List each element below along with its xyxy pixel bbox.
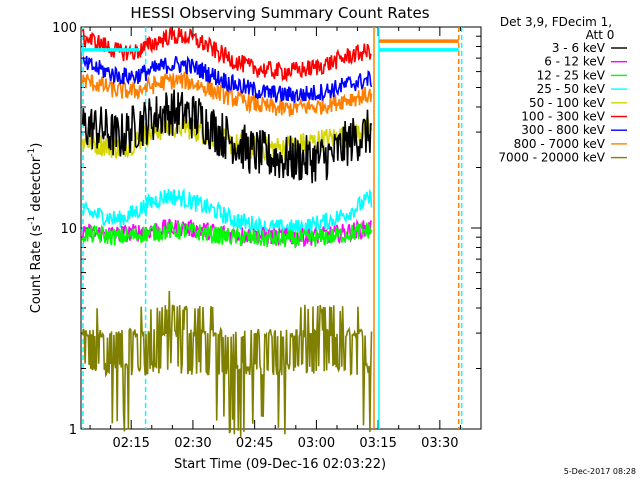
x-axis-label: Start Time (09-Dec-16 02:03:22): [174, 457, 386, 472]
series-line: [81, 290, 373, 437]
legend-entry-label: 12 - 25 keV: [537, 68, 606, 82]
y-tick-label: 1: [69, 423, 77, 438]
legend-entry-label: 50 - 100 keV: [529, 96, 606, 110]
x-tick-label: 03:00: [298, 436, 335, 451]
y-axis-label-end: ): [29, 143, 44, 148]
y-tick-label: 10: [60, 222, 77, 237]
series-line: [81, 55, 373, 103]
y-axis-label-sup1: -1: [27, 216, 37, 225]
series-line: [81, 187, 373, 237]
legend-header-line1: Det 3,9, FDecim 1,: [500, 15, 612, 29]
y-tick-label: 100: [52, 21, 77, 36]
legend-entry-label: 3 - 6 keV: [552, 41, 606, 55]
x-tick-label: 02:45: [236, 436, 273, 451]
legend-entry-label: 100 - 300 keV: [521, 110, 605, 124]
footer-date: 5-Dec-2017 08:28: [564, 467, 636, 476]
chart-marks: 1 10 100 02:15 02:30 02:45 03:00 03:15 03:30 3 - …: [52, 21, 627, 451]
series-line: [81, 89, 373, 184]
chart-title: HESSI Observing Summary Count Rates: [130, 4, 429, 22]
x-tick-label: 02:15: [112, 436, 149, 451]
y-axis-label-mid: detector: [29, 156, 44, 216]
legend-header-line2: Att 0: [586, 28, 615, 42]
y-axis-label: Count Rate (s-1 detector-1): [27, 143, 44, 314]
legend-entry-label: 25 - 50 keV: [537, 82, 606, 96]
series-line: [81, 71, 373, 117]
legend-entry-label: 800 - 7000 keV: [514, 137, 606, 151]
x-tick-label: 02:30: [174, 436, 211, 451]
x-tick-label: 03:15: [359, 436, 396, 451]
legend-entry-label: 6 - 12 keV: [544, 55, 606, 69]
series-line: [81, 25, 372, 83]
y-axis-label-sup2: -1: [27, 148, 37, 157]
legend-entry-label: 7000 - 20000 keV: [498, 151, 605, 165]
x-tick-label: 03:30: [421, 436, 458, 451]
series-line: [81, 221, 373, 249]
legend-entry-label: 300 - 800 keV: [521, 123, 605, 137]
y-axis-label-main: Count Rate (s: [29, 225, 44, 314]
